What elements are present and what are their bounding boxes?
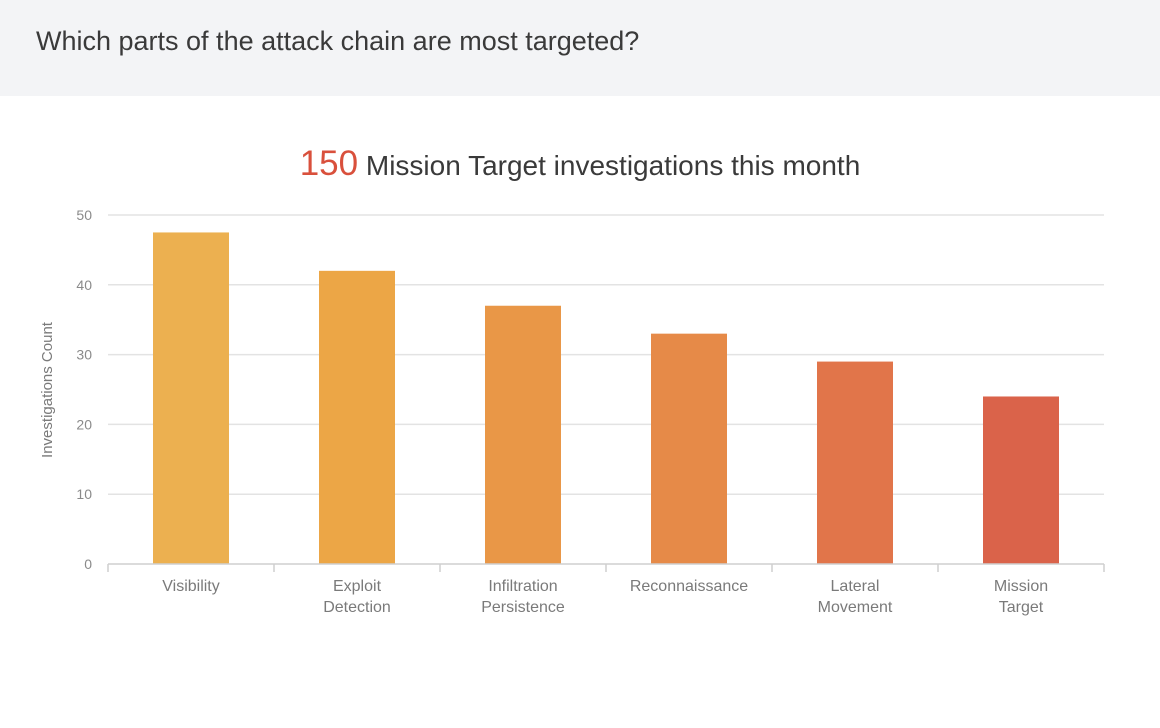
y-axis-label: Investigations Count (39, 321, 56, 458)
bar (153, 232, 229, 564)
y-tick-label: 30 (76, 347, 92, 363)
chart-title-text: Mission Target investigations this month (358, 150, 861, 181)
y-axis-ticks: 0 10 20 30 40 50 (76, 207, 92, 572)
category-label: Persistence (481, 599, 565, 616)
y-tick-label: 20 (76, 416, 92, 432)
y-tick-label: 10 (76, 486, 92, 502)
chart-title: 150 Mission Target investigations this m… (0, 144, 1160, 184)
bar (651, 333, 727, 564)
question-text: Which parts of the attack chain are most… (36, 26, 640, 56)
gridlines (108, 214, 1104, 495)
category-label: Visibility (162, 578, 220, 595)
bar (485, 305, 561, 564)
category-label: Exploit (333, 578, 382, 595)
category-label: Detection (323, 599, 391, 616)
category-label: Target (999, 599, 1044, 616)
investigation-count: 150 (299, 144, 359, 183)
category-label: Reconnaissance (630, 578, 748, 595)
category-labels: Visibility Exploit Detection Infiltration Pe… (162, 578, 1048, 616)
y-tick-label: 0 (84, 556, 92, 572)
question-header: Which parts of the attack chain are most… (0, 0, 1160, 96)
category-label: Mission (994, 578, 1048, 595)
category-label: Movement (818, 599, 893, 616)
bar (319, 270, 395, 564)
bars (153, 232, 1059, 564)
y-tick-label: 50 (76, 207, 92, 223)
y-tick-label: 40 (76, 277, 92, 293)
category-label: Infiltration (488, 578, 557, 595)
bar (817, 361, 893, 564)
x-axis (107, 563, 1105, 572)
category-label: Lateral (831, 578, 880, 595)
bar (983, 396, 1059, 564)
